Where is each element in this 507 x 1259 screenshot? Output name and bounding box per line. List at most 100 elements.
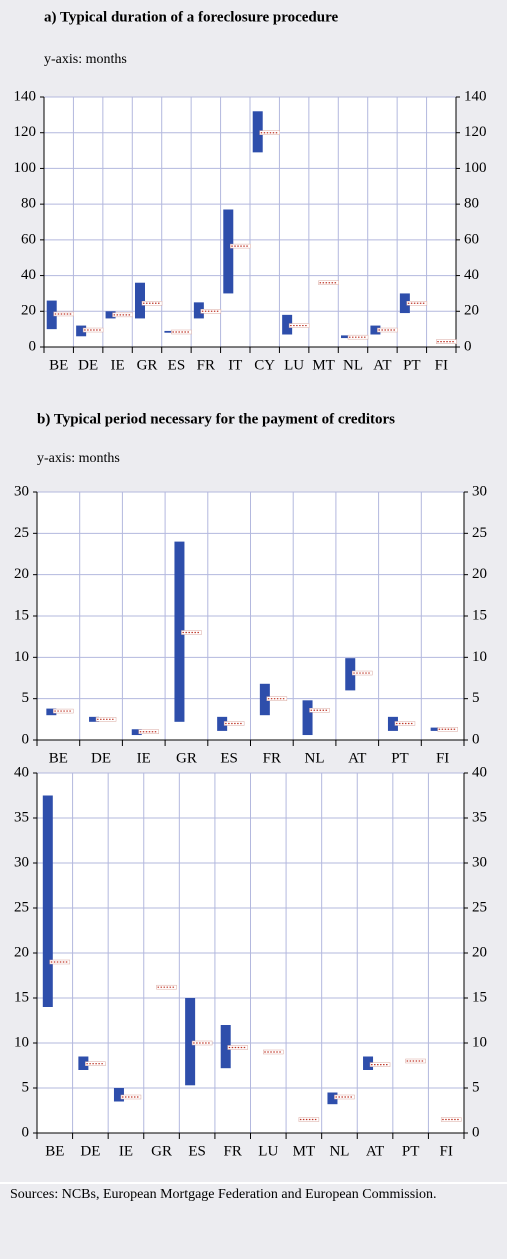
y2-tick-label: 10 [472,649,487,665]
y2-tick-label: 30 [472,854,487,870]
range-bar [185,998,196,1086]
range-bar [282,314,293,335]
range-bar [131,729,142,736]
y-tick-label: 20 [14,944,29,960]
y-tick-label: 0 [22,731,30,747]
range-bar [341,335,351,339]
y2-tick-label: 25 [472,899,487,915]
y2-tick-label: 0 [472,731,480,747]
range-bar [220,1025,231,1069]
y-tick-label: 80 [21,196,36,212]
range-bar [387,716,398,731]
x-tick-label: FR [224,1143,242,1159]
y2-tick-label: 100 [464,160,487,176]
x-tick-label: GR [137,357,158,373]
x-tick-label: FR [197,357,215,373]
range-bar [42,795,53,1007]
y-tick-label: 120 [14,124,37,140]
chart-title: b) Typical period necessary for the paym… [37,411,395,427]
x-tick-label: NL [305,750,325,766]
y2-tick-label: 35 [472,809,487,825]
y2-tick-label: 5 [472,1079,480,1095]
y2-tick-label: 40 [464,267,479,283]
y-tick-label: 10 [14,649,29,665]
y2-tick-label: 20 [472,944,487,960]
range-bar [430,727,441,731]
x-tick-label: FI [440,1143,453,1159]
range-bar [135,282,145,319]
y2-tick-label: 20 [472,566,487,582]
range-bar [399,293,410,314]
chart-subtitle: y-axis: months [37,451,120,466]
x-tick-label: FR [263,750,281,766]
y2-tick-label: 5 [472,690,480,706]
y2-tick-label: 25 [472,525,487,541]
range-bar [302,700,313,736]
x-tick-label: IE [137,750,151,766]
y-tick-label: 40 [21,267,36,283]
x-tick-label: PT [403,357,421,373]
y2-tick-label: 80 [464,196,479,212]
range-bar [105,311,116,319]
y2-tick-label: 10 [472,1034,487,1050]
x-tick-label: PT [402,1143,420,1159]
x-tick-label: DE [78,357,98,373]
x-tick-label: FI [435,357,448,373]
x-tick-label: FI [436,750,449,766]
range-bar [259,683,270,716]
range-bar [174,541,185,722]
y2-tick-label: 0 [472,1124,480,1140]
y2-tick-label: 60 [464,231,479,247]
x-tick-label: NL [343,357,363,373]
range-bar [164,330,175,333]
range-bar [89,716,100,722]
x-tick-label: LU [258,1143,278,1159]
chart-subtitle: y-axis: months [44,52,127,67]
y-tick-label: 30 [14,854,29,870]
y-tick-label: 10 [14,1034,29,1050]
range-bar [78,1056,89,1070]
range-bar [113,1088,124,1102]
x-tick-label: IE [119,1143,133,1159]
x-tick-label: GR [151,1143,172,1159]
range-bar [46,708,57,716]
y-tick-label: 0 [29,338,37,354]
y-tick-label: 25 [14,525,29,541]
y-tick-label: 25 [14,899,29,915]
y2-tick-label: 140 [464,88,487,104]
y-tick-label: 40 [14,764,29,780]
x-tick-label: DE [80,1143,100,1159]
y2-tick-label: 40 [472,764,487,780]
x-tick-label: IT [228,357,242,373]
y-tick-label: 15 [14,989,29,1005]
x-tick-label: AT [366,1143,384,1159]
x-tick-label: CY [254,357,275,373]
x-tick-label: ES [188,1143,206,1159]
range-bar [217,716,228,731]
range-bar [252,111,263,153]
x-tick-label: NL [329,1143,349,1159]
y-tick-label: 5 [22,1079,30,1095]
y2-tick-label: 30 [472,483,487,499]
chart-title: a) Typical duration of a foreclosure pro… [44,9,338,25]
y2-tick-label: 120 [464,124,487,140]
sources-box: Sources: NCBs, European Mortgage Federat… [10,1188,437,1202]
y-tick-label: 15 [14,607,29,623]
x-tick-label: ES [220,750,238,766]
x-tick-label: BE [49,357,68,373]
x-tick-label: DE [91,750,111,766]
x-tick-label: ES [168,357,186,373]
x-tick-label: BE [45,1143,64,1159]
y-tick-label: 140 [14,88,37,104]
y2-tick-label: 20 [464,303,479,319]
range-bar [327,1092,338,1105]
y2-tick-label: 15 [472,607,487,623]
range-bar [193,302,204,319]
range-bar [345,658,356,691]
sources: Sources: NCBs, European Mortgage Federat… [10,1188,437,1202]
y2-tick-label: 0 [464,338,472,354]
y-tick-label: 20 [14,566,29,582]
range-bar [223,209,234,294]
